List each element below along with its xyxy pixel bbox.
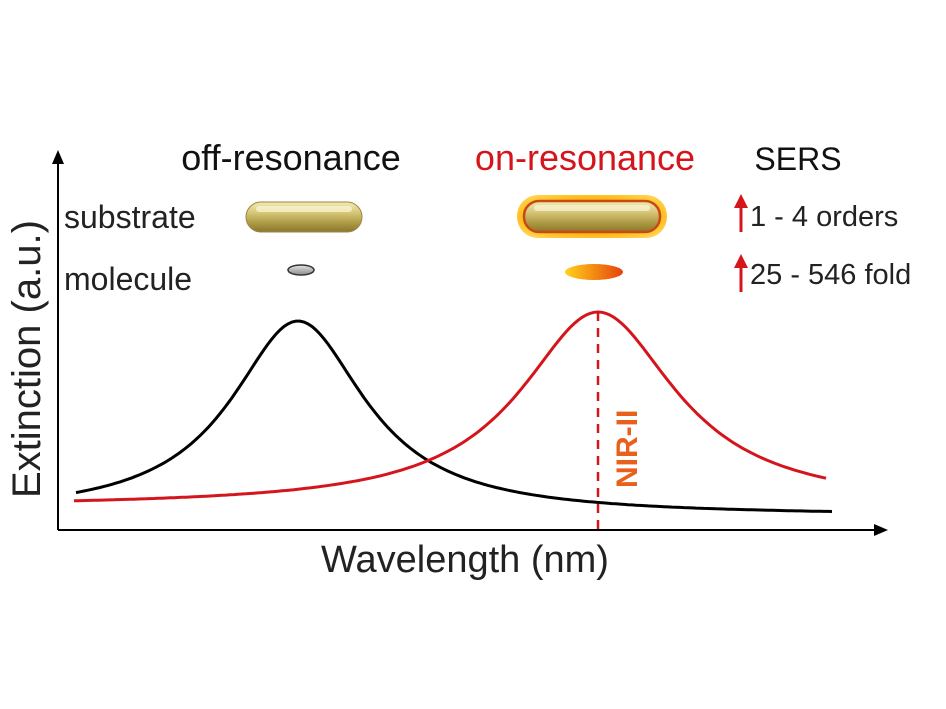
y-axis-arrowhead <box>52 150 64 164</box>
off-resonance-header: off-resonance <box>181 137 400 178</box>
on-resonance-molecule-icon <box>565 264 623 280</box>
substrate-enhancement: 1 - 4 orders <box>750 201 898 233</box>
x-axis-arrowhead <box>874 524 888 536</box>
off-resonance-molecule-icon <box>287 264 315 276</box>
on-resonance-header: on-resonance <box>475 137 695 178</box>
off-resonance-nanorod-icon <box>245 201 363 233</box>
nir-ii-label: NIR-II <box>611 410 644 488</box>
sers-header: SERS <box>754 141 841 177</box>
substrate-row-label: substrate <box>64 199 196 235</box>
molecule-row-label: molecule <box>64 261 192 297</box>
off-resonance-curve <box>75 319 833 513</box>
molecule-enhancement: 25 - 546 fold <box>750 259 911 291</box>
y-axis-label: Extinction (a.u.) <box>5 220 49 498</box>
up-arrow-icon <box>734 194 748 232</box>
on-resonance-nanorod-icon <box>517 195 667 238</box>
on-resonance-curve <box>73 310 827 503</box>
up-arrow-icon <box>734 254 748 292</box>
x-axis-label: Wavelength (nm) <box>321 539 609 581</box>
